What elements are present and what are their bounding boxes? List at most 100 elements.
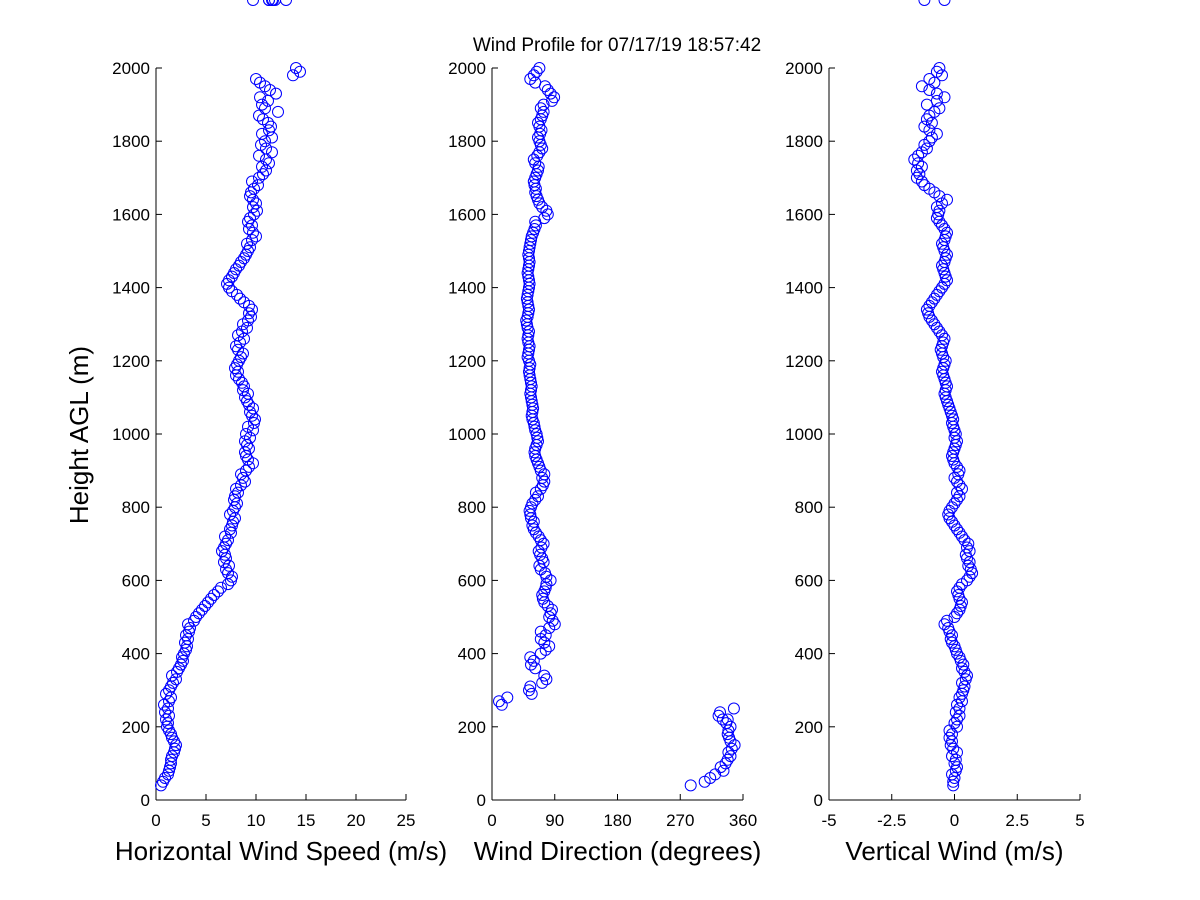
data-point xyxy=(168,746,180,759)
data-point xyxy=(714,706,726,719)
y-tick-label: 2000 xyxy=(448,59,486,78)
data-point xyxy=(539,643,552,656)
data-point xyxy=(266,0,278,6)
data-point xyxy=(951,746,963,759)
data-point xyxy=(233,373,245,386)
data-point xyxy=(722,746,735,759)
data-point xyxy=(928,292,941,305)
data-point xyxy=(263,157,275,170)
data-point xyxy=(684,779,697,792)
data-point xyxy=(536,201,549,214)
data-point xyxy=(963,545,976,558)
data-point xyxy=(536,589,549,601)
data-point xyxy=(953,464,966,477)
y-tick-label: 1400 xyxy=(448,279,486,298)
data-point xyxy=(244,241,256,254)
data-point xyxy=(534,625,547,638)
data-point xyxy=(533,62,546,74)
y-tick-label: 1400 xyxy=(785,279,823,298)
data-point xyxy=(536,592,549,605)
data-point xyxy=(923,299,936,312)
x-tick-label: 20 xyxy=(347,811,366,830)
data-point xyxy=(958,680,971,693)
data-point xyxy=(529,486,542,499)
data-point xyxy=(234,292,246,305)
data-point xyxy=(247,193,259,206)
data-point xyxy=(220,563,232,576)
data-point xyxy=(951,761,963,774)
data-point xyxy=(182,618,194,631)
data-point xyxy=(540,673,553,686)
data-point xyxy=(532,164,544,177)
data-point xyxy=(536,471,549,484)
data-point xyxy=(930,127,943,140)
data-point xyxy=(531,431,544,444)
data-point xyxy=(948,640,961,653)
data-point xyxy=(240,450,252,462)
data-point xyxy=(541,84,554,96)
data-point xyxy=(913,168,926,181)
data-point xyxy=(253,109,265,122)
x-tick-label: 360 xyxy=(729,811,757,830)
y-tick-label: 1800 xyxy=(448,132,486,151)
data-point xyxy=(163,709,175,722)
data-point xyxy=(958,665,971,678)
data-point xyxy=(290,62,302,74)
data-point xyxy=(725,742,738,755)
data-point xyxy=(953,581,966,594)
data-point xyxy=(529,219,542,232)
data-point xyxy=(920,142,933,155)
data-point xyxy=(946,728,958,741)
data-point xyxy=(533,146,546,159)
data-point xyxy=(951,523,963,536)
y-tick-label: 2000 xyxy=(785,59,823,78)
data-point xyxy=(925,314,938,327)
data-point xyxy=(943,731,956,744)
data-point xyxy=(256,160,268,173)
data-point xyxy=(536,676,549,689)
data-point xyxy=(537,105,550,118)
data-point xyxy=(526,497,539,510)
panel-wind-direction: 0 200 400 600 800 1000 1200 1400 1600 1800 2000 0 90… xyxy=(448,59,761,866)
data-point xyxy=(953,709,966,722)
data-point xyxy=(199,600,211,612)
data-point xyxy=(933,102,946,115)
data-point xyxy=(219,530,231,543)
x-tick-label: 10 xyxy=(247,811,266,830)
data-point xyxy=(159,772,171,784)
y-tick-label: 600 xyxy=(458,571,486,590)
data-point xyxy=(247,226,259,239)
data-point xyxy=(538,669,551,682)
x-tick-label: 5 xyxy=(1075,811,1084,830)
x-tick-label: -2.5 xyxy=(877,811,906,830)
data-point xyxy=(226,519,238,532)
y-tick-label: 400 xyxy=(795,645,823,664)
data-point xyxy=(193,607,205,620)
data-point xyxy=(540,204,553,217)
data-point xyxy=(938,332,951,345)
data-point xyxy=(930,94,943,107)
data-point xyxy=(246,303,258,316)
data-point xyxy=(938,91,951,104)
x-tick-label: 25 xyxy=(397,811,416,830)
data-point xyxy=(246,234,258,246)
data-point xyxy=(232,329,244,342)
data-point xyxy=(717,764,730,777)
data-point xyxy=(524,651,537,664)
data-point xyxy=(252,179,264,192)
data-point xyxy=(534,102,547,115)
data-point xyxy=(250,230,262,243)
x-tick-label: 0 xyxy=(151,811,160,830)
data-point xyxy=(246,175,258,188)
data-point xyxy=(243,460,255,473)
data-point xyxy=(225,574,237,587)
data-point xyxy=(539,629,552,642)
data-point xyxy=(933,325,946,338)
data-point xyxy=(247,402,259,415)
data-point xyxy=(248,182,260,195)
data-point xyxy=(196,603,208,616)
data-point xyxy=(247,201,259,214)
data-point xyxy=(920,303,933,316)
data-point xyxy=(951,720,963,733)
data-point xyxy=(247,0,259,6)
